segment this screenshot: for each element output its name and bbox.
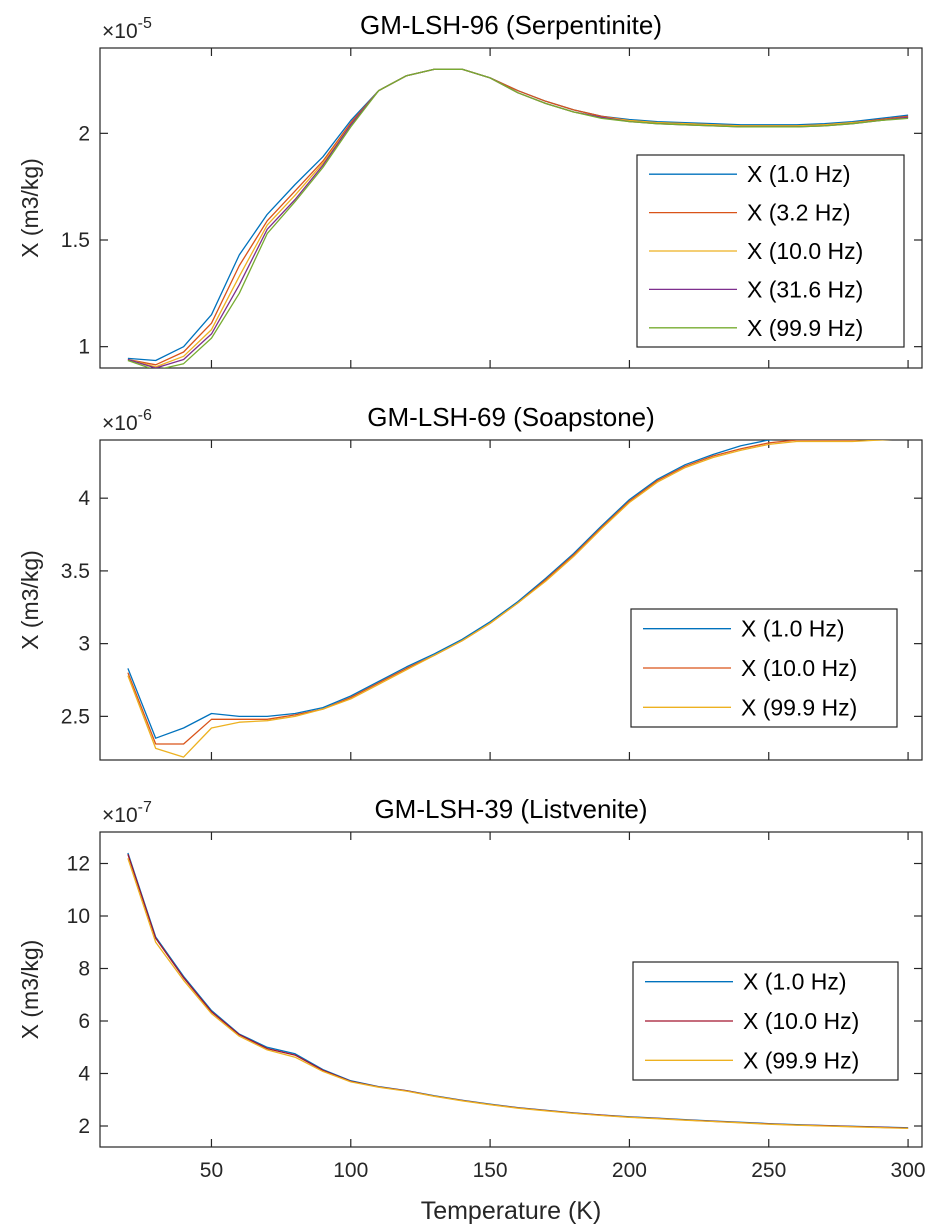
y-tick-label: 1.5	[61, 229, 90, 252]
axis-exponent-value: -7	[138, 799, 152, 816]
x-tick-label: 300	[891, 1159, 926, 1182]
legend-entry: X (10.0 Hz)	[741, 655, 857, 681]
legend: X (1.0 Hz) X (3.2 Hz) X (10.0 Hz) X (31.6 H…	[636, 154, 905, 348]
axis-exponent-value: -5	[138, 15, 152, 32]
y-tick-label: 12	[67, 853, 90, 876]
panel-3: 2 4 6 8 10 12 50 100 150 200 250 300 ×10-7 GM-LSH-39 …	[17, 794, 926, 1225]
chart-title: GM-LSH-96 (Serpentinite)	[360, 10, 662, 40]
series-line-1	[127, 440, 775, 739]
y-tick-label: 10	[67, 905, 90, 928]
legend-entry: X (1.0 Hz)	[743, 969, 847, 995]
legend-entry: X (1.0 Hz)	[741, 616, 845, 642]
chart-title: GM-LSH-69 (Soapstone)	[367, 402, 655, 432]
axis-exponent: ×10-5	[102, 15, 152, 43]
axes-box	[99, 47, 923, 369]
legend: X (1.0 Hz) X (10.0 Hz) X (99.9 Hz)	[632, 961, 899, 1081]
chart-title: GM-LSH-39 (Listvenite)	[374, 794, 647, 824]
series-line-5	[127, 68, 909, 368]
x-tick-label: 50	[200, 1159, 223, 1182]
y-tick-label: 1	[78, 336, 90, 359]
y-axis-label: X (m3/kg)	[17, 158, 43, 258]
legend-entry: X (3.2 Hz)	[747, 200, 851, 226]
legend-entry: X (31.6 Hz)	[747, 276, 863, 302]
x-tick-label: 200	[612, 1159, 647, 1182]
series-line-3	[127, 440, 893, 758]
y-tick-label: 2	[78, 1115, 90, 1138]
panel-1: 1 1.5 2 ×10-5 GM-LSH-96 (Serpentinite) X (m3/…	[17, 10, 923, 369]
axis-exponent: ×10-6	[102, 407, 152, 435]
series-line-3	[127, 858, 909, 1130]
axis-exponent: ×10-7	[102, 799, 152, 827]
y-tick-label: 4	[78, 487, 90, 510]
x-tick-label: 100	[333, 1159, 368, 1182]
x-axis-label: Temperature (K)	[421, 1197, 602, 1225]
x-tick-label: 250	[751, 1159, 786, 1182]
axis-exponent-value: -6	[138, 407, 152, 424]
y-axis-label: X (m3/kg)	[17, 550, 43, 650]
legend-entry: X (99.9 Hz)	[741, 694, 857, 720]
axes-box	[99, 439, 923, 761]
panel-2: 2.5 3 3.5 4 ×10-6 GM-LSH-69 (Soapstone) X (m3/…	[17, 402, 923, 761]
y-tick-label: 4	[78, 1063, 90, 1086]
legend: X (1.0 Hz) X (10.0 Hz) X (99.9 Hz)	[630, 608, 898, 728]
legend-entry: X (99.9 Hz)	[743, 1047, 859, 1073]
legend-entry: X (10.0 Hz)	[747, 238, 863, 264]
x-tick-label: 150	[473, 1159, 508, 1182]
legend-entry: X (99.9 Hz)	[747, 315, 863, 341]
legend-entry: X (1.0 Hz)	[747, 161, 851, 187]
y-tick-label: 3.5	[61, 560, 90, 583]
y-tick-label: 8	[78, 958, 90, 981]
y-tick-label: 6	[78, 1010, 90, 1033]
y-axis-label: X (m3/kg)	[17, 940, 43, 1040]
axes-box	[99, 831, 923, 1148]
y-tick-label: 2	[78, 122, 90, 145]
y-tick-label: 2.5	[61, 705, 90, 728]
y-tick-label: 3	[78, 633, 90, 656]
legend-entry: X (10.0 Hz)	[743, 1008, 859, 1034]
